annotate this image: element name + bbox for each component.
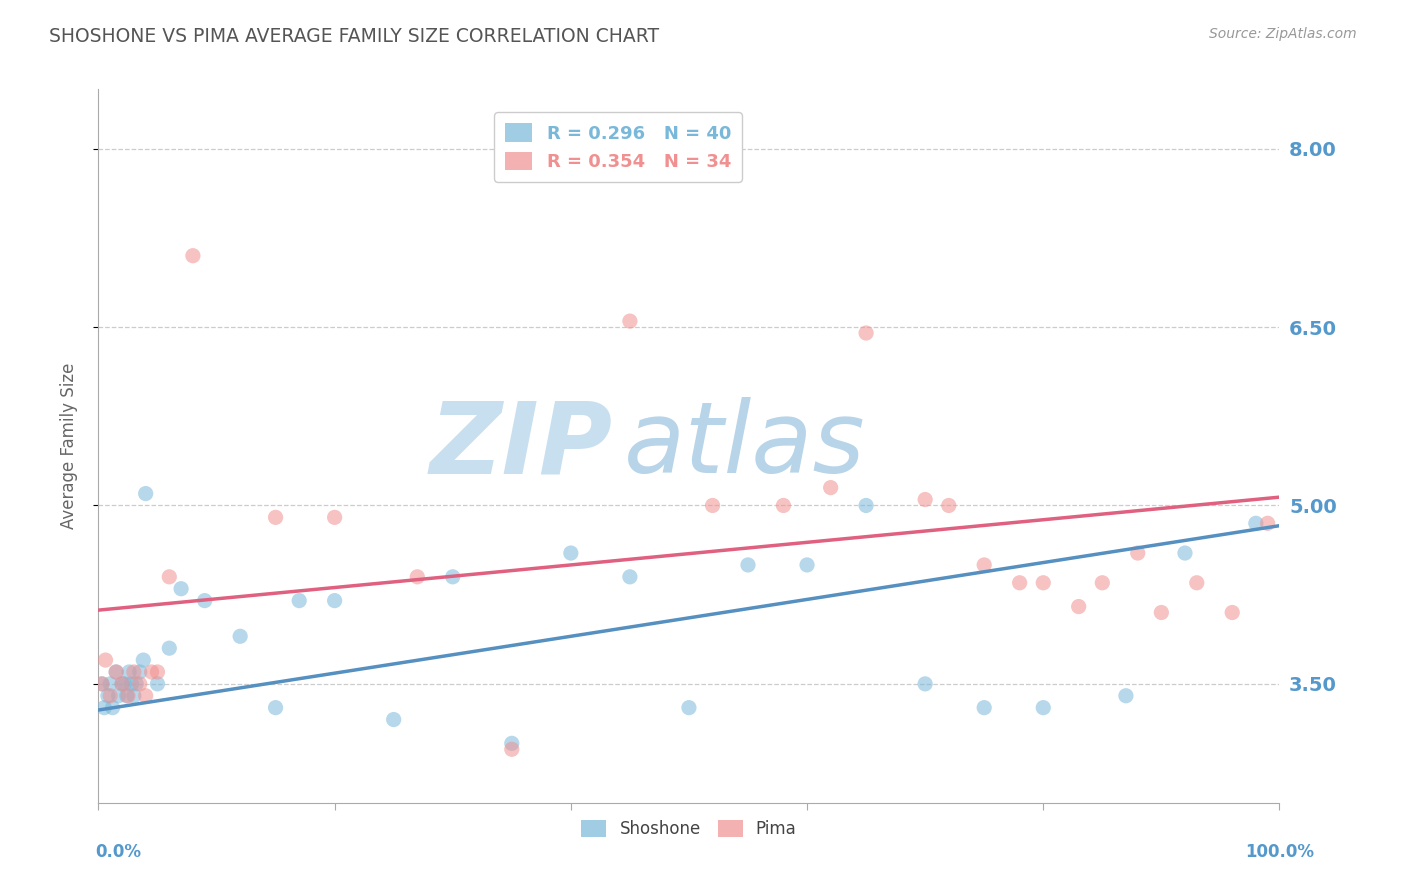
Point <box>117 689 139 703</box>
Point <box>973 558 995 572</box>
Point <box>125 677 148 691</box>
Point <box>501 736 523 750</box>
Point <box>157 570 180 584</box>
Point <box>97 689 120 703</box>
Point <box>91 677 114 691</box>
Point <box>98 677 121 691</box>
Point <box>619 570 641 584</box>
Point <box>1174 546 1197 560</box>
Point <box>973 700 995 714</box>
Point <box>1067 599 1090 614</box>
Point <box>181 249 204 263</box>
Point <box>1150 606 1173 620</box>
Point <box>1220 606 1243 620</box>
Y-axis label: Average Family Size: Average Family Size <box>59 363 77 529</box>
Point <box>796 558 818 572</box>
Point <box>170 582 193 596</box>
Point <box>1032 575 1054 590</box>
Point <box>406 570 429 584</box>
Point <box>914 677 936 691</box>
Point <box>107 689 129 703</box>
Point <box>135 689 157 703</box>
Text: SHOSHONE VS PIMA AVERAGE FAMILY SIZE CORRELATION CHART: SHOSHONE VS PIMA AVERAGE FAMILY SIZE COR… <box>49 27 659 45</box>
Point <box>101 700 124 714</box>
Point <box>122 665 145 679</box>
Point <box>1126 546 1149 560</box>
Point <box>1185 575 1208 590</box>
Point <box>105 665 128 679</box>
Point <box>94 653 117 667</box>
Point <box>1244 516 1267 531</box>
Text: atlas: atlas <box>624 398 866 494</box>
Point <box>501 742 523 756</box>
Point <box>121 677 143 691</box>
Point <box>1008 575 1031 590</box>
Point <box>128 665 150 679</box>
Point <box>112 677 135 691</box>
Point <box>619 314 641 328</box>
Point <box>737 558 759 572</box>
Point <box>678 700 700 714</box>
Point <box>855 499 877 513</box>
Point <box>264 510 287 524</box>
Point <box>105 665 128 679</box>
Point <box>111 677 134 691</box>
Text: ZIP: ZIP <box>429 398 612 494</box>
Point <box>855 326 877 340</box>
Point <box>146 665 169 679</box>
Point <box>157 641 180 656</box>
Point <box>1115 689 1137 703</box>
Text: 0.0%: 0.0% <box>96 843 142 861</box>
Point <box>938 499 960 513</box>
Point <box>122 689 145 703</box>
Point <box>132 653 155 667</box>
Text: Source: ZipAtlas.com: Source: ZipAtlas.com <box>1209 27 1357 41</box>
Point <box>111 677 134 691</box>
Point <box>146 677 169 691</box>
Point <box>560 546 582 560</box>
Point <box>323 510 346 524</box>
Point <box>441 570 464 584</box>
Point <box>288 593 311 607</box>
Point <box>1257 516 1279 531</box>
Point <box>128 677 150 691</box>
Point <box>772 499 794 513</box>
Point <box>118 665 141 679</box>
Point <box>702 499 724 513</box>
Point <box>93 700 115 714</box>
Point <box>323 593 346 607</box>
Point <box>1091 575 1114 590</box>
Point <box>98 689 121 703</box>
Point <box>264 700 287 714</box>
Legend: Shoshone, Pima: Shoshone, Pima <box>575 813 803 845</box>
Point <box>194 593 217 607</box>
Text: 100.0%: 100.0% <box>1246 843 1315 861</box>
Point <box>820 481 842 495</box>
Point <box>229 629 252 643</box>
Point <box>1032 700 1054 714</box>
Point <box>135 486 157 500</box>
Point <box>914 492 936 507</box>
Point <box>141 665 163 679</box>
Point <box>382 713 405 727</box>
Point <box>115 689 138 703</box>
Point <box>91 677 114 691</box>
